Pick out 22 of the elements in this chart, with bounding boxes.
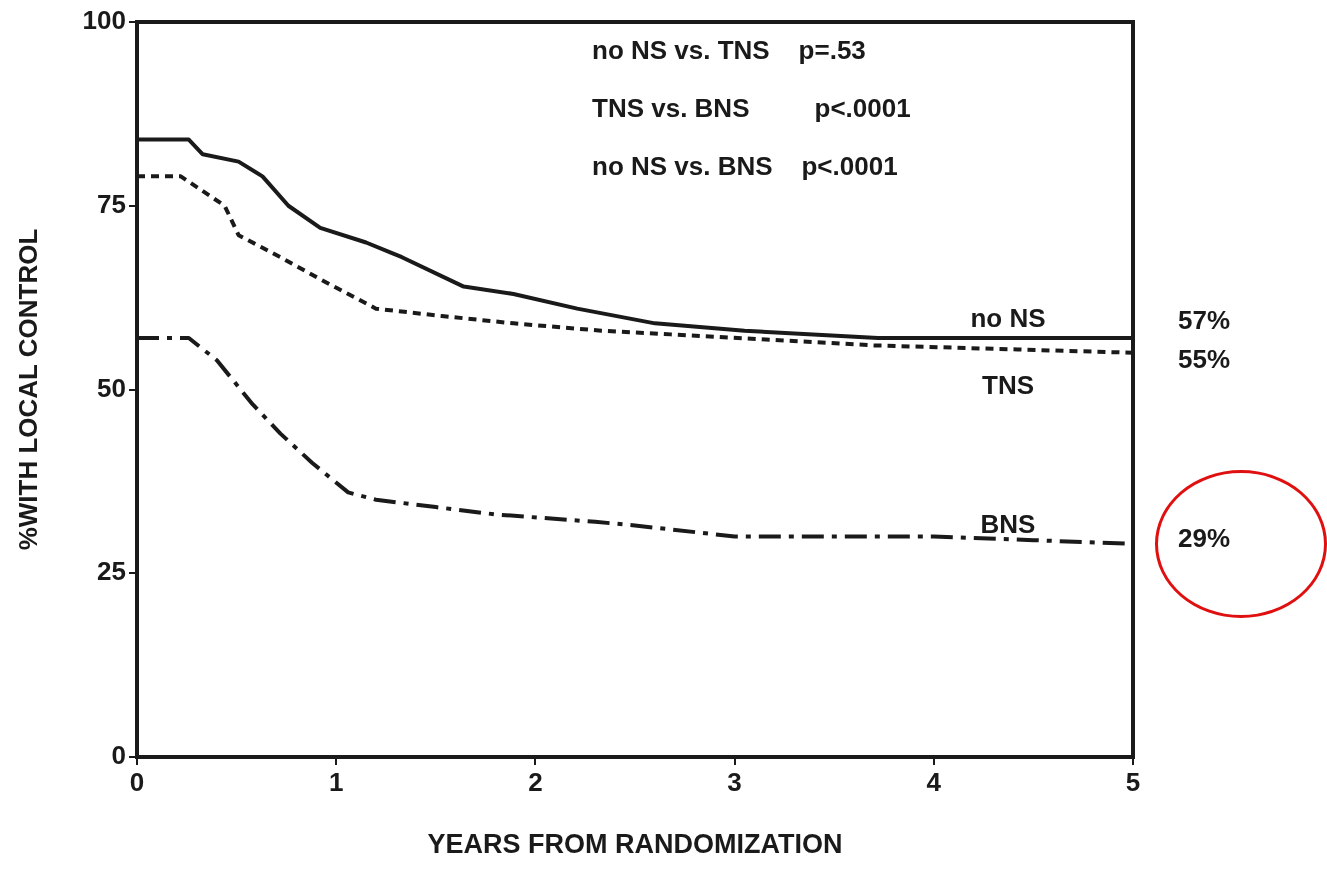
text: 55%	[1178, 343, 1231, 374]
x-tick-label: 5	[1125, 766, 1141, 797]
y-tick-label: 25	[97, 556, 126, 587]
x-tick-label: 0	[129, 766, 145, 797]
text: 57%	[1178, 305, 1231, 336]
annotation: TNS vs. BNS p<.0001	[592, 93, 911, 124]
text: 29%	[1178, 523, 1231, 554]
x-tick-label: 3	[727, 766, 742, 797]
series-label: no NS	[970, 303, 1046, 334]
series-label: TNS	[982, 369, 1034, 400]
y-tick-label: 75	[97, 188, 126, 219]
y-tick-label: 0	[111, 740, 126, 771]
x-tick-label: 2	[528, 766, 543, 797]
y-tick-label: 50	[97, 372, 126, 403]
annotation: no NS vs. TNS p=.53	[592, 35, 866, 66]
y-tick-label: 100	[82, 5, 126, 36]
x-axis-title: YEARS FROM RANDOMIZATION	[427, 829, 843, 860]
x-tick-label: 4	[926, 766, 942, 797]
x-tick-label: 1	[328, 766, 344, 797]
annotation: no NS vs. BNS p<.0001	[592, 151, 898, 182]
y-axis-title: %WITH LOCAL CONTROL	[12, 228, 43, 551]
series-label: BNS	[980, 509, 1036, 540]
